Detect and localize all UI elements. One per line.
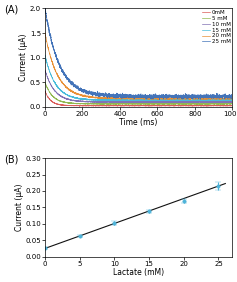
20 mM: [227, 97, 230, 100]
10 mM: [76, 99, 79, 103]
20 mM: [115, 97, 118, 100]
15 mM: [44, 54, 46, 57]
Legend: 0mM, 5 mM, 10 mM, 15 mM, 20 mM, 25 mM: 0mM, 5 mM, 10 mM, 15 mM, 20 mM, 25 mM: [201, 10, 231, 45]
5 mM: [123, 102, 126, 105]
0mM: [76, 104, 79, 107]
0mM: [65, 104, 68, 107]
15 mM: [231, 99, 234, 102]
0mM: [115, 104, 118, 107]
5 mM: [44, 81, 46, 84]
5 mM: [65, 101, 68, 104]
10 mM: [44, 68, 46, 72]
20 mM: [207, 97, 210, 100]
0mM: [123, 104, 126, 107]
5 mM: [231, 102, 234, 105]
15 mM: [65, 93, 68, 96]
10 mM: [123, 100, 126, 103]
25 mM: [76, 86, 79, 90]
Y-axis label: Current (μA): Current (μA): [19, 34, 28, 81]
25 mM: [44, 5, 46, 9]
Text: (B): (B): [4, 154, 18, 164]
5 mM: [201, 103, 204, 106]
Line: 25 mM: 25 mM: [45, 7, 232, 100]
25 mM: [65, 77, 68, 80]
Text: (A): (A): [4, 5, 18, 14]
25 mM: [115, 95, 118, 98]
10 mM: [231, 100, 234, 103]
25 mM: [123, 96, 126, 99]
Line: 5 mM: 5 mM: [45, 82, 232, 104]
5 mM: [115, 102, 118, 105]
0mM: [231, 104, 234, 107]
5 mM: [76, 102, 79, 105]
X-axis label: Lactate (mM): Lactate (mM): [113, 268, 164, 277]
25 mM: [207, 96, 210, 99]
25 mM: [227, 93, 230, 97]
15 mM: [227, 98, 230, 102]
25 mM: [231, 95, 234, 99]
10 mM: [227, 100, 230, 104]
10 mM: [65, 97, 68, 101]
10 mM: [115, 100, 118, 103]
10 mM: [112, 101, 115, 104]
0mM: [227, 104, 230, 107]
0mM: [78, 105, 81, 108]
15 mM: [207, 98, 210, 102]
15 mM: [123, 99, 126, 102]
5 mM: [44, 81, 46, 84]
20 mM: [156, 98, 159, 101]
20 mM: [44, 31, 46, 35]
15 mM: [76, 96, 79, 99]
20 mM: [123, 96, 126, 100]
Line: 15 mM: 15 mM: [45, 55, 232, 101]
10 mM: [207, 100, 210, 103]
Line: 20 mM: 20 mM: [45, 33, 232, 100]
X-axis label: Time (ms): Time (ms): [119, 118, 158, 127]
5 mM: [227, 102, 230, 105]
15 mM: [115, 98, 118, 102]
15 mM: [176, 99, 179, 103]
20 mM: [76, 92, 79, 96]
0mM: [207, 104, 210, 107]
20 mM: [231, 97, 234, 100]
Line: 10 mM: 10 mM: [45, 70, 232, 103]
0mM: [44, 89, 46, 93]
5 mM: [207, 102, 210, 105]
Line: 0mM: 0mM: [45, 91, 232, 106]
25 mM: [158, 98, 161, 101]
20 mM: [65, 86, 68, 89]
Y-axis label: Current (μA): Current (μA): [15, 184, 24, 231]
